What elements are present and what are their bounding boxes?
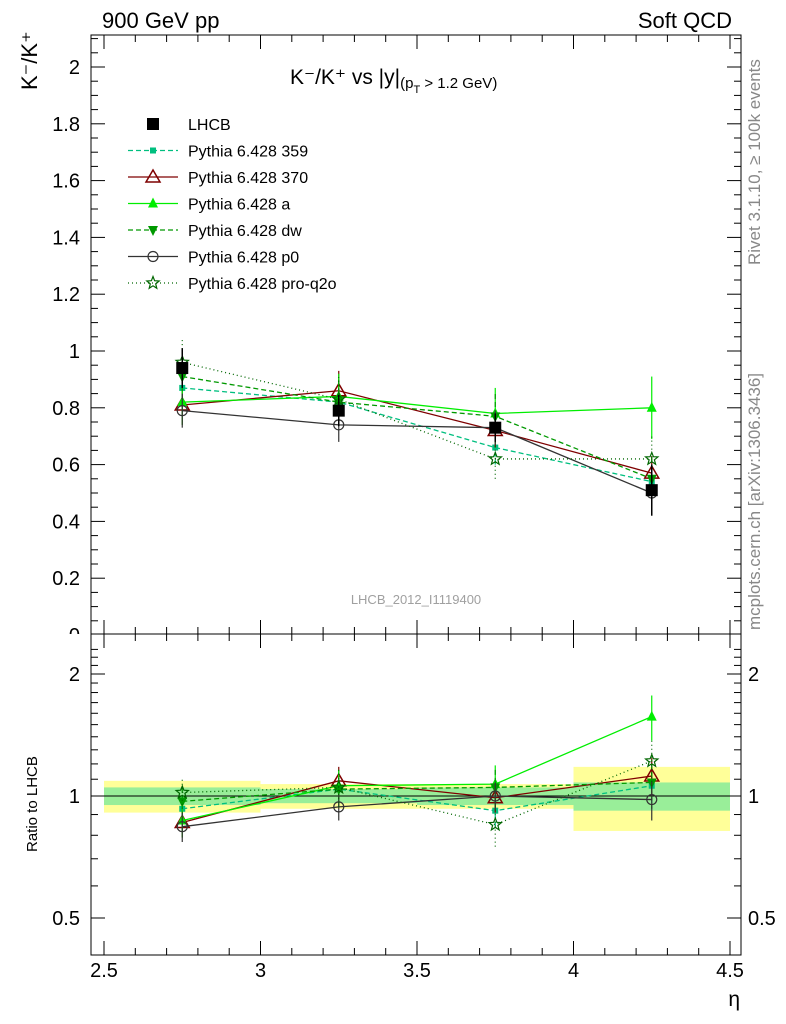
ratio-series-point bbox=[176, 821, 188, 833]
series-point bbox=[644, 450, 660, 466]
chart-title: K⁻/K⁺ vs |y|(pT > 1.2 GeV) bbox=[290, 66, 497, 96]
y-tick-label-ratio-right: 2 bbox=[748, 664, 759, 686]
y-tick-label-main: 0.4 bbox=[52, 511, 80, 533]
legend: LHCB Pythia 6.428 359 Pythia 6.428 370 Pyth… bbox=[128, 117, 337, 293]
x-tick-label: 4.5 bbox=[716, 960, 744, 982]
series-line bbox=[182, 409, 653, 494]
legend-marker bbox=[148, 226, 158, 236]
data-point bbox=[489, 421, 502, 434]
y-tick-label-main: 1.8 bbox=[52, 114, 80, 136]
legend-label: LHCB bbox=[188, 117, 231, 134]
chart-title-sub: (p bbox=[400, 75, 413, 92]
data-point bbox=[645, 484, 658, 497]
ratio-series-point bbox=[489, 790, 501, 802]
x-tick-label: 2.5 bbox=[90, 960, 118, 982]
legend-label: Pythia 6.428 dw bbox=[188, 223, 302, 240]
y-axis-label-main: K⁻/K⁺ bbox=[17, 31, 42, 90]
y-tick-label-ratio: 2 bbox=[69, 664, 80, 686]
header-left: 900 GeV pp bbox=[102, 8, 219, 33]
x-tick-label: 3.5 bbox=[403, 960, 431, 982]
y-tick-label-main: 1.2 bbox=[52, 284, 80, 306]
ratio-series-line bbox=[182, 716, 653, 822]
series-point bbox=[176, 405, 188, 417]
legend-marker bbox=[150, 147, 156, 154]
data-points bbox=[176, 348, 658, 516]
ratio-series-line bbox=[182, 795, 652, 828]
legend-marker bbox=[145, 274, 161, 290]
ratio-series-point bbox=[174, 784, 190, 800]
ratio-series-point bbox=[646, 793, 658, 806]
ratio-frame bbox=[90, 633, 742, 956]
ratio-series-line bbox=[182, 781, 652, 803]
series-line bbox=[182, 361, 652, 460]
x-tick-label: 4 bbox=[568, 960, 579, 982]
y-tick-label-main: 0.8 bbox=[52, 398, 80, 420]
legend-label: Pythia 6.428 a bbox=[188, 197, 290, 214]
series-point bbox=[646, 401, 657, 412]
y-tick-label-ratio-right: 1 bbox=[748, 786, 759, 808]
ratio-series-5 bbox=[174, 739, 660, 847]
ratio-panel: 2.5 3 3.5 4 4.5 0.5 0.5 1 1 2 2 bbox=[52, 633, 776, 982]
y-tick-label-main: 0.6 bbox=[52, 455, 80, 477]
data-point bbox=[176, 362, 189, 375]
series-line bbox=[182, 387, 652, 483]
legend-label: Pythia 6.428 359 bbox=[188, 144, 308, 161]
chart-title-sub-rest: > 1.2 GeV) bbox=[420, 75, 497, 92]
mcplots-label: mcplots.cern.ch [arXiv:1306.3436] bbox=[745, 373, 764, 630]
data-point bbox=[332, 404, 345, 417]
ratio-series-point bbox=[331, 779, 347, 795]
ratio-series-point bbox=[646, 710, 657, 721]
legend-marker bbox=[144, 168, 162, 183]
legend-marker bbox=[147, 250, 159, 263]
ratio-series-point bbox=[177, 797, 188, 808]
x-tick-label: 3 bbox=[255, 960, 266, 982]
y-tick-label-main: 0.2 bbox=[52, 568, 80, 590]
series-point bbox=[487, 450, 503, 466]
series-line bbox=[182, 390, 652, 474]
ratio-series-line bbox=[182, 775, 652, 824]
series-3 bbox=[177, 353, 657, 502]
chart-title-sub-t: T bbox=[413, 84, 420, 96]
legend-marker bbox=[148, 197, 158, 208]
chart-title-main: K⁻/K⁺ vs |y| bbox=[290, 66, 400, 89]
y-tick-label-ratio-right: 0.5 bbox=[748, 908, 776, 930]
rivet-label: Rivet 3.1.10, ≥ 100k events bbox=[745, 59, 764, 265]
legend-marker bbox=[147, 118, 159, 130]
main-panel: 0.2 0.4 0.6 0.8 1 1.2 1.4 1.6 1.8 2 0 bbox=[52, 34, 742, 647]
y-axis-label-ratio: Ratio to LHCB bbox=[24, 756, 41, 852]
y-tick-label-main: 1 bbox=[69, 341, 80, 363]
header-right: Soft QCD bbox=[638, 8, 732, 33]
analysis-watermark: LHCB_2012_I1119400 bbox=[351, 592, 481, 607]
y-tick-label-ratio: 1 bbox=[69, 786, 80, 808]
legend-label: Pythia 6.428 370 bbox=[188, 170, 308, 187]
x-axis-label: η bbox=[728, 988, 740, 1011]
series-0 bbox=[179, 370, 655, 496]
ratio-series-point bbox=[644, 752, 660, 768]
y-tick-label-main: 1.4 bbox=[52, 227, 80, 249]
y-tick-label-main: 2 bbox=[69, 57, 80, 79]
legend-label: Pythia 6.428 pro-q2o bbox=[188, 276, 337, 293]
y-tick-label-ratio: 0.5 bbox=[52, 908, 80, 930]
series-line bbox=[182, 395, 652, 415]
legend-label: Pythia 6.428 p0 bbox=[188, 250, 299, 267]
series-1 bbox=[173, 370, 661, 491]
y-tick-label-main: 1.6 bbox=[52, 171, 80, 193]
ratio-series-point bbox=[487, 816, 503, 832]
y-tick-label-main-zero: 0 bbox=[69, 625, 80, 647]
